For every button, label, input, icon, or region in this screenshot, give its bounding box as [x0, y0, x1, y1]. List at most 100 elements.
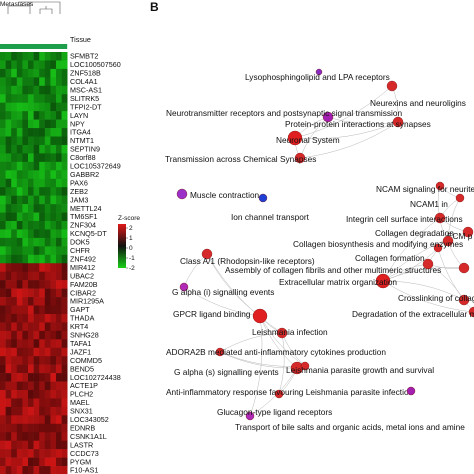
node-circle[interactable] — [176, 188, 188, 200]
heatmap-cell — [61, 381, 68, 391]
node-circle[interactable] — [435, 181, 445, 191]
heatmap-cell — [22, 246, 29, 256]
heatmap-cell — [56, 94, 62, 103]
pathway-node-integrin[interactable]: Integrin cell surface interactions — [346, 212, 463, 224]
heatmap-cell — [44, 423, 51, 433]
heatmap-cell — [5, 237, 12, 247]
node-circle[interactable] — [315, 68, 323, 76]
node-circle[interactable] — [300, 361, 310, 371]
pathway-node-neuronal[interactable]: Neuronal System — [276, 130, 340, 146]
pathway-node-crosslink[interactable]: Crosslinking of collagen — [398, 293, 474, 306]
heatmap-cell — [11, 102, 18, 112]
node-circle[interactable] — [392, 116, 404, 128]
node-circle[interactable] — [322, 111, 334, 123]
pathway-node-adora[interactable]: ADORA2B mediated anti-inflammatory cytok… — [166, 347, 386, 357]
pathway-node-galpha-i[interactable]: G alpha (i) signalling events — [172, 282, 274, 297]
heatmap-cell — [16, 204, 23, 213]
heatmap-cell — [61, 195, 68, 205]
pathway-node-bile[interactable]: Transport of bile salts and organic acid… — [235, 386, 465, 432]
pathway-node-neuro-rec[interactable]: Neurotransmitter receptors and postsynap… — [166, 108, 402, 123]
node-circle[interactable] — [455, 193, 465, 203]
heatmap-cell — [44, 280, 51, 289]
pathway-node-neurexins[interactable]: Neurexins and neuroligins — [370, 80, 466, 108]
node-circle[interactable] — [462, 226, 474, 238]
pathway-node-ppi[interactable]: Protein-protein interactions at synapses — [285, 116, 431, 129]
heatmap-cell — [50, 229, 57, 239]
pathway-node-ion[interactable]: Ion channel transport — [231, 193, 310, 222]
gene-label: SNHG28 — [70, 331, 99, 340]
gene-label: CHFR — [70, 246, 90, 255]
node-circle[interactable] — [201, 248, 213, 260]
heatmap-cell — [11, 305, 18, 315]
node-circle[interactable] — [294, 152, 306, 164]
pathway-node-collagen-degr[interactable]: Collagen degradation — [375, 228, 454, 253]
pathway-node-transmission[interactable]: Transmission across Chemical Synapses — [165, 152, 316, 164]
heatmap-cell — [0, 153, 6, 163]
node-label: Class A/1 (Rhodopsin-like receptors) — [180, 256, 315, 266]
heatmap-cell — [44, 339, 51, 349]
gene-label: TAFA1 — [70, 339, 91, 348]
pathway-node-leish[interactable]: Leishmania infection — [252, 327, 328, 339]
pathway-node-ecm[interactable]: ECM p — [447, 226, 474, 241]
pathway-node-classa[interactable]: Class A/1 (Rhodopsin-like receptors) — [180, 248, 315, 266]
heatmap-cell — [50, 52, 57, 61]
node-circle[interactable] — [458, 262, 470, 274]
node-circle[interactable] — [386, 80, 398, 92]
heatmap-cell — [0, 195, 6, 205]
heatmap-cell — [22, 229, 29, 239]
heatmap-cell — [16, 52, 23, 61]
heatmap-cell — [16, 237, 23, 247]
node-circle[interactable] — [287, 130, 303, 146]
node-circle[interactable] — [468, 306, 474, 318]
heatmap-cell — [39, 457, 46, 467]
gene-label: LOC343052 — [70, 415, 109, 424]
heatmap-cell — [22, 330, 29, 340]
node-circle[interactable] — [245, 411, 255, 421]
heatmap-cell — [16, 229, 23, 239]
heatmap-cell — [5, 52, 12, 61]
heatmap-cell — [50, 288, 57, 298]
pathway-node-ecm-org[interactable]: Extracellular matrix organization — [279, 273, 397, 289]
node-circle[interactable] — [375, 273, 391, 289]
node-circle[interactable] — [276, 327, 288, 339]
pathway-node-leish-growth[interactable]: Leishmania parasite growth and survival — [286, 361, 434, 375]
heatmap-cell — [22, 119, 29, 129]
heatmap-cell — [44, 466, 51, 474]
pathway-node-gpcr[interactable]: GPCR ligand binding — [173, 308, 268, 324]
node-circle[interactable] — [179, 282, 189, 292]
pathway-node-ncam-neurite[interactable]: NCAM signaling for neurite ou — [376, 181, 474, 194]
heatmap-cell — [22, 60, 29, 70]
pathway-node-assembly[interactable]: Assembly of collagen fibrils and other m… — [225, 262, 470, 275]
pathway-node-collagen-form[interactable]: Collagen formation — [355, 253, 434, 270]
pathway-node-muscle[interactable]: Muscle contraction — [176, 188, 260, 200]
pathway-node-antiinf[interactable]: Anti-inflammatory response favouring Lei… — [166, 387, 414, 399]
node-circle[interactable] — [274, 389, 284, 399]
heatmap-cell — [28, 398, 34, 408]
node-circle[interactable] — [442, 235, 454, 247]
pathway-node-glucagon[interactable]: Glucagon-type ligand receptors — [217, 407, 332, 421]
heatmap-cell — [44, 406, 51, 416]
gene-label: GAPT — [70, 305, 90, 314]
pathway-node-degr-ecm[interactable]: Degradation of the extracellular m — [352, 306, 474, 319]
pathway-node-lysophospho[interactable]: Lysophosphingolipid and LPA receptors — [245, 68, 390, 82]
heatmap-cell — [39, 212, 46, 222]
heatmap-cell — [61, 128, 68, 137]
node-circle[interactable] — [406, 386, 416, 396]
pathway-node-collagen-bio[interactable]: Collagen biosynthesis and modifying enzy… — [293, 235, 463, 249]
heatmap-cell — [33, 263, 40, 272]
node-circle[interactable] — [215, 347, 225, 357]
heatmap-cell — [22, 356, 29, 365]
node-label: Integrin cell surface interactions — [346, 214, 463, 224]
node-circle[interactable] — [258, 193, 268, 203]
node-circle[interactable] — [434, 212, 446, 224]
node-circle[interactable] — [422, 258, 434, 270]
heatmap-cell — [28, 322, 34, 332]
heatmap-cell — [50, 136, 57, 146]
node-circle[interactable] — [433, 243, 443, 253]
node-circle[interactable] — [252, 308, 268, 324]
pathway-node-ncam1[interactable]: NCAM1 in — [410, 193, 465, 209]
heatmap-cell — [33, 254, 40, 264]
heatmap-cell — [5, 423, 12, 433]
node-label: GPCR ligand binding — [173, 309, 251, 319]
node-circle[interactable] — [458, 294, 470, 306]
